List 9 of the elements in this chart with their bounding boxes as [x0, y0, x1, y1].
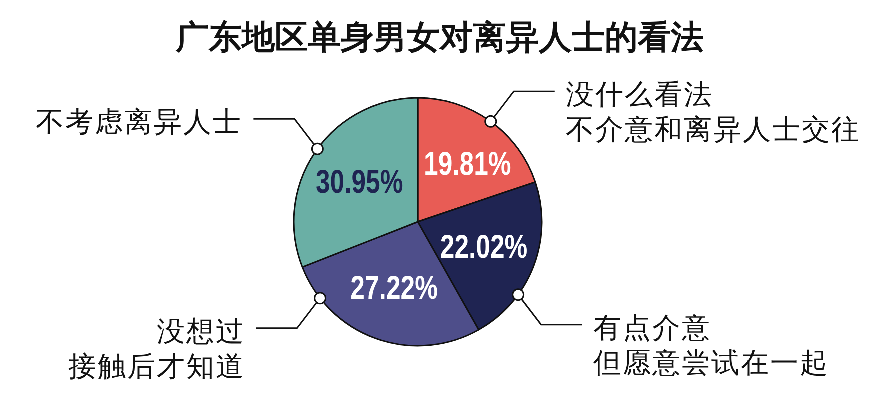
slice-label: 没什么看法不介意和离异人士交往	[566, 79, 861, 146]
chart-title: 广东地区单身男女对离异人士的看法	[175, 18, 704, 56]
data-label: 30.95%	[316, 164, 404, 201]
data-label: 19.81%	[424, 146, 512, 183]
data-label: 22.02%	[440, 228, 528, 266]
data-label: 27.22%	[350, 270, 438, 307]
slice-label: 没想过接触后才知道	[68, 316, 246, 382]
slice-label: 有点介意但愿意尝试在一起	[593, 312, 830, 378]
slice-label: 不考虑离异人士	[36, 106, 243, 138]
